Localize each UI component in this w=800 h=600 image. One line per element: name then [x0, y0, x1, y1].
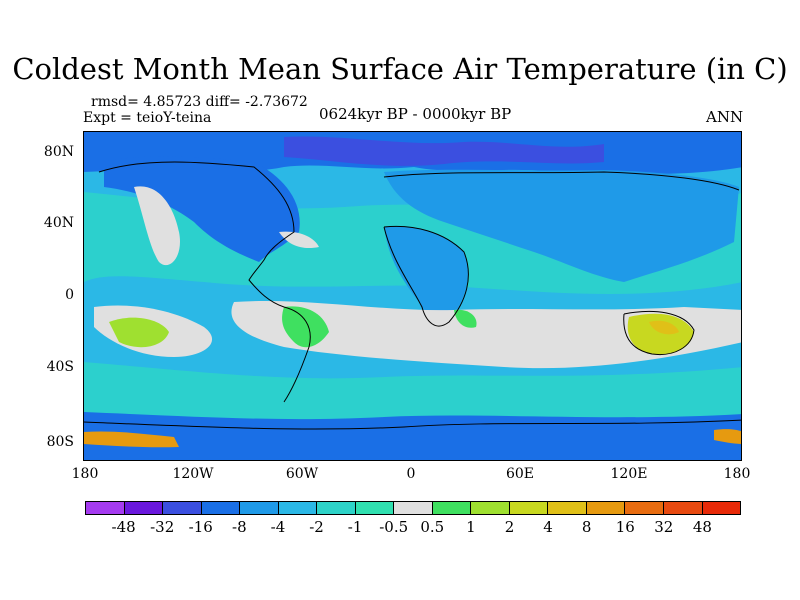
lat-tick-label: 80S	[46, 434, 74, 450]
colorbar-swatch	[471, 502, 510, 514]
stats-text: rmsd= 4.85723 diff= -2.73672	[91, 94, 308, 110]
coastlines	[84, 161, 741, 430]
lon-tick-label: 180	[723, 466, 751, 482]
colorbar-tick-label: -4	[270, 518, 286, 536]
colorbar-swatch	[586, 502, 626, 514]
colorbar-swatch	[394, 502, 433, 514]
colorbar-swatch	[240, 502, 279, 514]
colorbar-swatch	[355, 502, 395, 514]
colorbar-tick-label: -1	[347, 518, 363, 536]
colorbar-tick-label: 2	[504, 518, 515, 536]
colorbar-tick-label: 1	[466, 518, 476, 536]
colorbar-swatch	[201, 502, 241, 514]
lon-tick-label: 120W	[172, 466, 214, 482]
colorbar-tick-label: -8	[232, 518, 247, 536]
lon-tick-label: 60W	[285, 466, 319, 482]
colorbar-tick-label: 16	[615, 518, 635, 536]
period-text: 0624kyr BP - 0000kyr BP	[319, 105, 512, 123]
australia-orange	[649, 320, 679, 335]
colorbar-tick-label: 8	[581, 518, 592, 536]
colorbar	[85, 501, 741, 515]
africa-blue	[384, 226, 469, 324]
lon-tick-label: 120E	[610, 466, 648, 482]
colorbar-swatch	[86, 502, 125, 514]
southern-ocean-blue	[84, 412, 741, 460]
experiment-text: Expt = teioY-teina	[83, 110, 212, 126]
colorbar-swatch	[124, 502, 164, 514]
green-pacific-s	[109, 317, 169, 348]
colorbar-swatch	[702, 502, 741, 514]
colorbar-tick-label: 0.5	[420, 518, 445, 536]
neutral-blob-pacific-n	[134, 186, 180, 266]
australia-yellow	[627, 313, 694, 355]
cyan-field-south	[84, 362, 741, 435]
neutral-band-south	[231, 300, 741, 369]
colorbar-swatch	[509, 502, 549, 514]
lon-tick-label: 180	[71, 466, 99, 482]
colorbar-tick-label: -0.5	[379, 518, 409, 536]
colorbar-swatch	[278, 502, 318, 514]
lat-tick-label: 40N	[43, 215, 74, 231]
colorbar-swatch	[163, 502, 202, 514]
eurasia-blue	[384, 169, 739, 282]
map-panel	[83, 131, 742, 461]
colorbar-tick-label: -48	[111, 518, 136, 536]
arctic-deep	[284, 136, 604, 166]
lon-tick-label: 60E	[505, 466, 535, 482]
colorbar-swatch	[625, 502, 664, 514]
green-africa	[454, 309, 477, 328]
colorbar-swatch	[548, 502, 587, 514]
colorbar-swatch	[663, 502, 703, 514]
antarctica-orange-e	[714, 429, 741, 444]
season-text: ANN	[706, 108, 744, 126]
lat-tick-label: 0	[65, 287, 74, 303]
lat-tick-label: 80N	[43, 144, 74, 160]
lon-tick-label: 0	[406, 466, 416, 482]
lat-tick-label: 40S	[46, 359, 74, 375]
colorbar-swatch	[432, 502, 472, 514]
colorbar-tick-label: 4	[543, 518, 553, 536]
chart-title: Coldest Month Mean Surface Air Temperatu…	[12, 52, 788, 86]
temperature-map	[84, 132, 741, 460]
green-south-america	[282, 306, 329, 348]
colorbar-tick-label: -16	[188, 518, 213, 536]
colorbar-swatch	[317, 502, 356, 514]
colorbar-tick-label: -32	[150, 518, 175, 536]
colorbar-tick-label: 32	[654, 518, 674, 536]
north-america-blue	[104, 156, 300, 262]
colorbar-tick-label: -2	[309, 518, 324, 536]
colorbar-tick-label: 48	[692, 518, 712, 536]
antarctica-orange-w	[84, 431, 179, 448]
